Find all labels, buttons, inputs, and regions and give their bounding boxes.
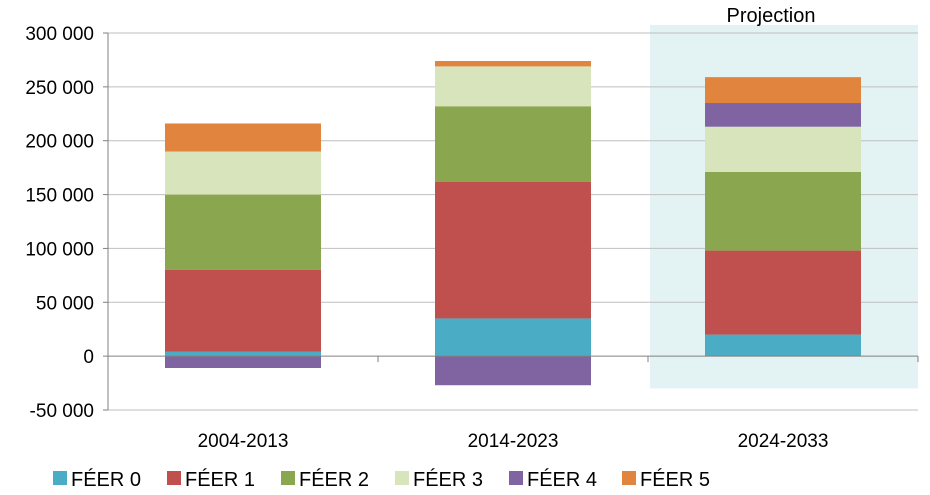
x-category-labels: 2004-2013 2014-2023 2024-2033 (198, 431, 829, 452)
legend-swatch (281, 471, 295, 485)
legend-swatch (53, 471, 67, 485)
y-tick-label: 50 000 (36, 293, 94, 314)
legend-label: FÉER 3 (413, 468, 483, 491)
bar-segment (435, 181, 591, 319)
y-tick-label: 250 000 (25, 78, 94, 99)
legend-label: FÉER 2 (299, 468, 369, 491)
bar-segment (705, 250, 861, 335)
bar-segment (705, 334, 861, 357)
y-tick-labels: -50 000 0 50 000 100 000 150 000 200 000 250 0… (25, 24, 94, 422)
bar-segment (165, 269, 321, 352)
axes (103, 32, 919, 411)
legend-swatch (509, 471, 523, 485)
y-tick-label: -50 000 (30, 401, 94, 422)
legend-swatch (395, 471, 409, 485)
legend-swatch (622, 471, 636, 485)
y-tick-label: 100 000 (25, 239, 94, 260)
bar-segment (435, 66, 591, 107)
y-tick-label: 0 (83, 347, 94, 368)
x-category-label: 2024-2033 (738, 431, 829, 452)
bar-segment (165, 351, 321, 357)
bar-segment (435, 318, 591, 357)
legend-label: FÉER 4 (527, 468, 597, 491)
bar-segment (705, 171, 861, 251)
y-tick-label: 200 000 (25, 132, 94, 153)
bar-segment (705, 103, 861, 127)
legend-label: FÉER 1 (185, 468, 255, 491)
legend-swatch (167, 471, 181, 485)
legend-label: FÉER 5 (640, 468, 710, 491)
x-category-label: 2014-2023 (468, 431, 559, 452)
bar-segment (435, 61, 591, 67)
bar-segment (165, 151, 321, 195)
projection-label: Projection (727, 5, 816, 27)
bar-segment (165, 123, 321, 152)
bars (165, 61, 861, 386)
bar-segment (165, 194, 321, 270)
bar-segment (705, 126, 861, 172)
legend-label: FÉER 0 (71, 468, 141, 491)
y-tick-label: 300 000 (25, 24, 94, 45)
x-category-label: 2004-2013 (198, 431, 289, 452)
y-tick-label: 150 000 (25, 186, 94, 207)
bar-segment (165, 356, 321, 368)
legend: FÉER 0 FÉER 1 FÉER 2 FÉER 3 FÉER 4 FÉER 5 (53, 468, 710, 491)
bar-segment (705, 77, 861, 104)
bar-segment (435, 106, 591, 182)
bar-segment (435, 356, 591, 386)
